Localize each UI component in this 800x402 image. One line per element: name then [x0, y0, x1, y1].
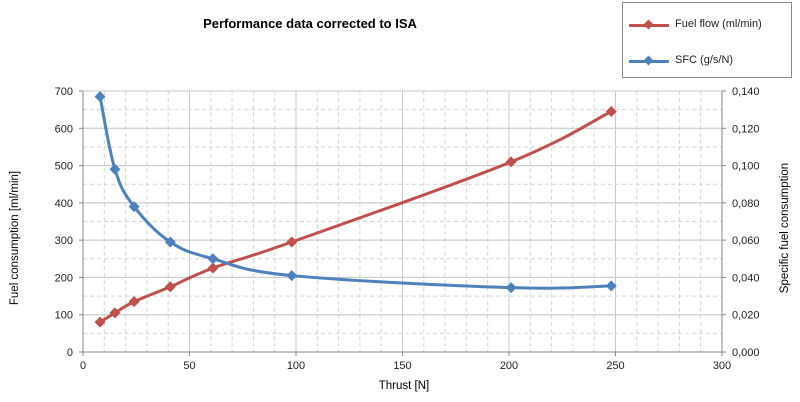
y-right-tick-label: 0,040: [732, 272, 760, 284]
y-left-tick-label: 300: [55, 235, 73, 247]
y-right-tick-label: 0,100: [732, 161, 760, 173]
series-line-fuel-flow: [98, 110, 613, 324]
data-point-sfc: [207, 253, 219, 265]
y-left-tick-label: 700: [55, 86, 73, 98]
legend-marker-fuel-flow: [643, 19, 654, 30]
y-left-tick-label: 400: [55, 198, 73, 210]
y-left-axis-title: Fuel consumption [ml/min]: [9, 171, 21, 305]
legend-label-fuel-flow: Fuel flow (ml/min): [675, 18, 762, 30]
legend-item-fuel-flow: Fuel flow (ml/min): [623, 17, 791, 33]
y-right-tick-label: 0,120: [732, 123, 760, 135]
series-lines: [98, 95, 613, 324]
x-tick-label: 50: [183, 360, 195, 372]
legend: Fuel flow (ml/min) SFC (g/s/N): [622, 2, 792, 78]
x-tick-label: 200: [500, 360, 518, 372]
data-point-sfc: [128, 201, 140, 213]
data-point-fuel-flow: [94, 316, 106, 328]
x-tick-labels: 0 50 100 150 200 250 300: [80, 360, 731, 372]
x-tick-label: 250: [606, 360, 624, 372]
data-point-fuel-flow: [128, 296, 140, 308]
grid: [83, 90, 723, 352]
data-point-sfc: [605, 280, 617, 292]
data-point-sfc: [109, 163, 121, 175]
y-right-tick-label: 0,060: [732, 235, 760, 247]
legend-label-sfc: SFC (g/s/N): [675, 54, 734, 66]
y-right-tick-label: 0,020: [732, 310, 760, 322]
y-right-tick-labels: 0,000 0,020 0,040 0,060 0,080 0,100 0,120 0,140: [732, 86, 760, 359]
data-point-fuel-flow: [286, 236, 298, 248]
data-point-sfc: [164, 236, 176, 248]
data-point-fuel-flow: [207, 262, 219, 274]
data-point-fuel-flow: [109, 307, 121, 319]
y-left-tick-labels: 0 100 200 300 400 500 600 700: [55, 86, 73, 359]
series-markers: [94, 91, 617, 328]
legend-marker-sfc: [643, 55, 654, 66]
y-right-axis-title: Specific fuel consumption: [779, 163, 791, 293]
data-point-sfc: [94, 91, 106, 103]
x-tick-label: 100: [287, 360, 305, 372]
series-line-sfc: [98, 95, 613, 290]
y-left-tick-label: 600: [55, 123, 73, 135]
data-point-sfc: [286, 270, 298, 282]
y-left-tick-label: 100: [55, 310, 73, 322]
y-left-tick-label: 0: [67, 347, 73, 359]
x-axis-title: Thrust [N]: [379, 380, 429, 392]
legend-item-sfc: SFC (g/s/N): [623, 53, 791, 69]
y-left-tick-label: 200: [55, 272, 73, 284]
y-right-tick-label: 0,080: [732, 198, 760, 210]
y-right-tick-label: 0,140: [732, 86, 760, 98]
data-point-sfc: [505, 282, 517, 294]
x-tick-label: 300: [713, 360, 731, 372]
x-tick-label: 150: [393, 360, 411, 372]
data-point-fuel-flow: [505, 156, 517, 168]
axes: [79, 90, 726, 356]
x-tick-label: 0: [80, 360, 86, 372]
y-right-tick-label: 0,000: [732, 347, 760, 359]
chart-title: Performance data corrected to ISA: [203, 16, 417, 31]
data-point-fuel-flow: [164, 281, 176, 293]
data-point-fuel-flow: [605, 106, 617, 118]
y-left-tick-label: 500: [55, 161, 73, 173]
